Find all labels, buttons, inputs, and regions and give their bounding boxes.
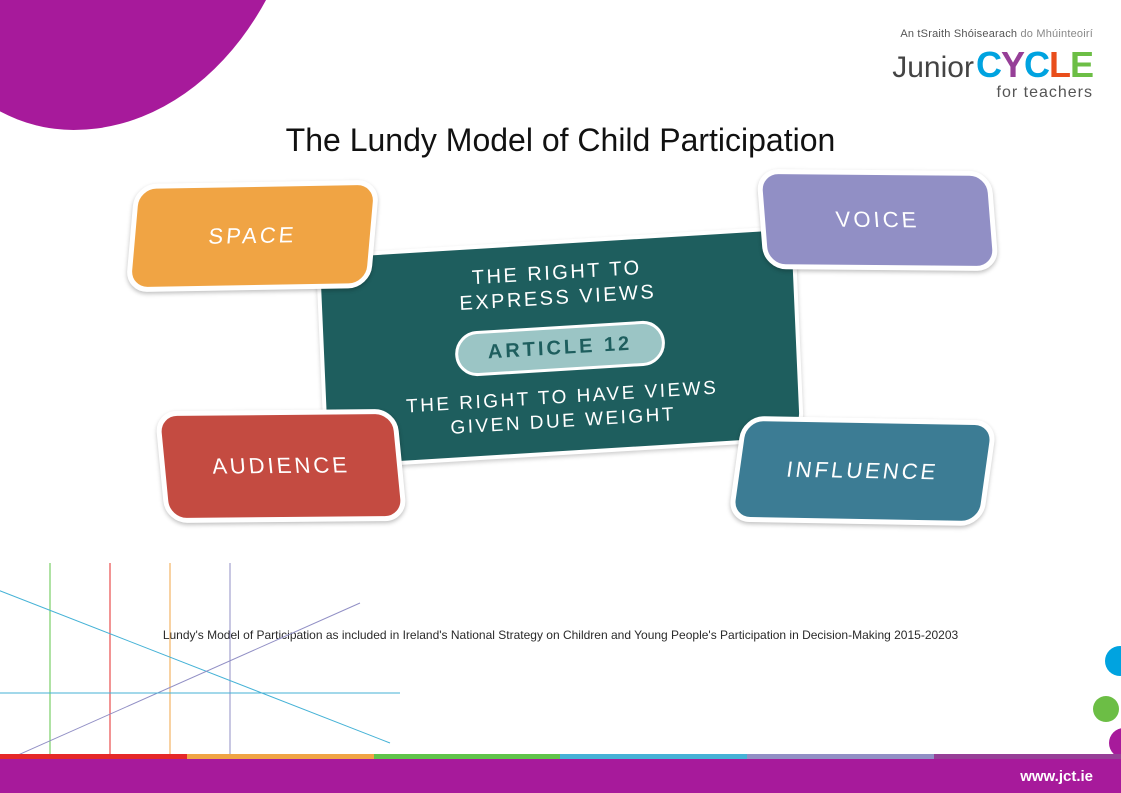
logo-row: Junior CYCLE xyxy=(892,44,1093,86)
corner-blob xyxy=(0,0,310,130)
caption: Lundy's Model of Participation as includ… xyxy=(0,628,1121,642)
card-voice: VOICE xyxy=(756,169,999,271)
footer-url: www.jct.ie xyxy=(1020,768,1093,785)
decorative-lines xyxy=(0,563,420,783)
card-audience: AUDIENCE xyxy=(155,409,408,523)
card-voice-label: VOICE xyxy=(835,207,921,234)
logo-letter-c2: C xyxy=(1024,44,1049,86)
logo-block: An tSraith Shóisearach do Mhúinteoirí Ju… xyxy=(892,28,1093,102)
logo-letter-c: C xyxy=(976,44,1001,86)
card-space: SPACE xyxy=(125,180,379,292)
footer-bar: www.jct.ie xyxy=(0,759,1121,793)
logo-letter-y: Y xyxy=(1001,44,1024,86)
page-title: The Lundy Model of Child Participation xyxy=(0,122,1121,159)
card-space-label: SPACE xyxy=(207,222,297,250)
dot-green-icon xyxy=(1093,696,1119,722)
card-audience-label: AUDIENCE xyxy=(211,452,351,479)
article-12-pill: ARTICLE 12 xyxy=(454,320,666,378)
tagline-suffix: do Mhúinteoirí xyxy=(1020,28,1093,40)
logo-letter-e: E xyxy=(1070,44,1093,86)
logo-tagline: An tSraith Shóisearach do Mhúinteoirí xyxy=(892,28,1093,40)
logo-letter-l: L xyxy=(1049,44,1070,86)
card-influence-label: INFLUENCE xyxy=(785,457,940,486)
lundy-diagram: THE RIGHT TO EXPRESS VIEWS ARTICLE 12 TH… xyxy=(120,170,1000,570)
tagline-prefix: An tSraith Shóisearach xyxy=(900,28,1020,40)
card-influence: INFLUENCE xyxy=(728,416,998,526)
logo-word-cycle: CYCLE xyxy=(976,44,1093,86)
dot-blue-icon xyxy=(1105,646,1121,676)
logo-subtitle: for teachers xyxy=(892,84,1093,102)
logo-word-junior: Junior xyxy=(892,51,974,85)
